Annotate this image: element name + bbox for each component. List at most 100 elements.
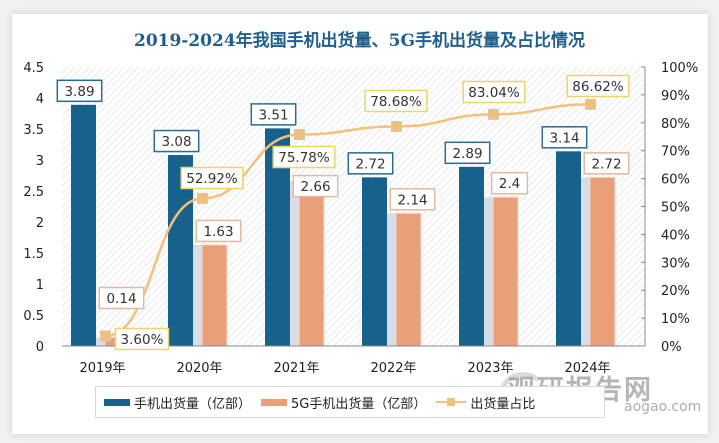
bar-5g-2020年	[201, 244, 228, 347]
y-right-tick-label: 40%	[661, 228, 690, 243]
bar-gap	[581, 177, 590, 346]
data-label-5g: 1.63	[195, 219, 242, 243]
ratio-marker-2020年	[197, 192, 208, 204]
bar-5g-2023年	[492, 196, 519, 347]
bar-5g-2021年	[298, 180, 325, 347]
data-label-ratio-box	[272, 145, 336, 169]
y-left-tick-label: 3.5	[23, 123, 44, 138]
data-label-phone: 2.89	[444, 141, 491, 165]
bar-gap	[193, 244, 202, 346]
data-label-phone-text: 2.72	[355, 156, 385, 172]
legend-item-5g[interactable]: 5G手机出货量（亿部）	[261, 393, 426, 412]
data-label-5g-text: 0.14	[106, 291, 136, 307]
y-left-tick-label: 2.5	[23, 185, 44, 200]
y-left-tick-label: 1.5	[23, 247, 44, 262]
ratio-marker-2024年	[585, 98, 596, 110]
y-right-tick-label: 70%	[661, 145, 690, 160]
data-label-phone-box	[347, 152, 394, 175]
data-label-phone: 3.08	[153, 129, 200, 153]
data-label-ratio-box	[462, 80, 526, 104]
data-label-ratio-text: 78.68%	[370, 94, 422, 110]
x-tick-label: 2020年	[176, 361, 222, 376]
chart-title: 2019-2024年我国手机出货量、5G手机出货量及占比情况	[133, 31, 586, 51]
legend-item-phone[interactable]: 手机出货量（亿部）	[104, 393, 251, 412]
ratio-marker-2021年	[294, 129, 305, 141]
y-left-tick-label: 2	[36, 216, 44, 231]
x-tick-label: 2024年	[564, 361, 610, 376]
y-right-tick-label: 30%	[661, 256, 690, 271]
data-label-5g: 2.66	[292, 174, 339, 198]
data-label-5g-box	[389, 188, 436, 211]
ratio-marker-2023年	[488, 108, 499, 120]
data-label-5g: 2.72	[583, 152, 630, 175]
data-label-5g-text: 2.72	[591, 156, 621, 172]
y-right-tick-label: 100%	[661, 61, 698, 76]
data-label-phone: 2.72	[347, 152, 394, 175]
data-label-5g-box	[98, 286, 145, 310]
data-label-ratio: 52.92%	[180, 166, 244, 190]
x-tick-label: 2019年	[79, 361, 125, 376]
bar-phone-2024年	[556, 151, 581, 346]
data-label-ratio-box	[180, 166, 244, 190]
data-label-5g-text: 2.66	[300, 179, 330, 195]
y-left-tick-label: 0	[36, 340, 44, 355]
data-label-ratio-box	[566, 74, 630, 98]
y-right-tick-label: 0%	[661, 340, 682, 355]
data-label-ratio-text: 75.78%	[278, 150, 330, 166]
legend: 手机出货量（亿部） 5G手机出货量（亿部） 出货量占比	[95, 386, 605, 418]
y-right-tick-label: 50%	[661, 201, 690, 216]
y-left-tick-label: 3	[36, 154, 44, 169]
bar-gap	[96, 337, 105, 346]
y-left-tick-label: 4.5	[23, 61, 44, 76]
data-label-5g: 2.4	[490, 171, 529, 195]
y-right-tick-label: 20%	[661, 284, 690, 299]
data-label-5g-text: 2.4	[499, 176, 520, 192]
legend-swatch-5g	[261, 398, 288, 406]
data-label-5g-box	[583, 152, 630, 175]
data-label-5g: 2.14	[389, 188, 436, 211]
plot-area-background	[62, 67, 644, 346]
data-label-phone-box	[444, 141, 491, 165]
data-label-ratio: 3.60%	[114, 327, 170, 351]
data-label-phone-box	[56, 79, 103, 103]
data-label-ratio-text: 3.60%	[121, 332, 164, 348]
bar-phone-2022年	[362, 177, 387, 346]
bar-phone-2019年	[71, 104, 96, 346]
legend-label-phone: 手机出货量（亿部）	[134, 396, 252, 412]
data-label-ratio-box	[364, 89, 428, 113]
data-label-ratio-text: 83.04%	[468, 85, 520, 101]
y-right-tick-label: 10%	[661, 312, 690, 327]
data-label-5g-box	[195, 219, 242, 243]
data-label-ratio-box	[114, 327, 170, 351]
data-label-phone-text: 2.89	[452, 146, 482, 162]
x-tick-label: 2022年	[370, 361, 416, 376]
legend-swatch-ratio	[436, 397, 467, 407]
y-left-tick-label: 0.5	[23, 309, 44, 324]
bar-5g-2022年	[395, 212, 422, 347]
data-label-phone-box	[250, 103, 297, 126]
y-left-tick-label: 4	[36, 92, 44, 107]
x-tick-label: 2021年	[273, 361, 319, 376]
data-label-5g: 0.14	[98, 286, 145, 310]
data-label-5g-text: 2.14	[397, 192, 427, 208]
data-label-phone-box	[153, 129, 200, 153]
y-right-tick-label: 80%	[661, 117, 690, 132]
y-right-tick-label: 90%	[661, 89, 690, 104]
ratio-marker-2022年	[391, 120, 402, 132]
bar-gap	[290, 181, 299, 346]
data-label-phone-text: 3.51	[258, 107, 288, 123]
legend-item-ratio[interactable]: 出货量占比	[436, 393, 535, 412]
data-label-phone: 3.51	[250, 103, 297, 126]
bar-gap	[387, 213, 396, 346]
bar-gap	[484, 197, 493, 346]
data-label-phone-text: 3.08	[161, 134, 191, 150]
legend-label-5g: 5G手机出货量（亿部）	[291, 396, 427, 412]
legend-swatch-phone	[104, 398, 130, 406]
data-label-phone: 3.89	[56, 79, 103, 103]
data-label-ratio-text: 86.62%	[572, 79, 624, 95]
data-label-ratio-text: 52.92%	[186, 171, 238, 187]
data-label-phone: 3.14	[541, 126, 588, 149]
y-right-tick-label: 60%	[661, 173, 690, 188]
legend-label-ratio: 出货量占比	[470, 396, 536, 412]
